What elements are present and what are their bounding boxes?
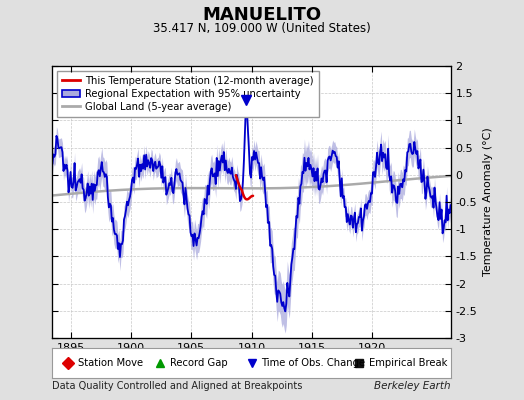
Text: MANUELITO: MANUELITO [202,6,322,24]
Text: Data Quality Controlled and Aligned at Breakpoints: Data Quality Controlled and Aligned at B… [52,381,303,391]
Text: Time of Obs. Change: Time of Obs. Change [261,358,366,368]
Legend: This Temperature Station (12-month average), Regional Expectation with 95% uncer: This Temperature Station (12-month avera… [58,71,319,117]
Text: Berkeley Earth: Berkeley Earth [374,381,451,391]
Text: Record Gap: Record Gap [170,358,227,368]
Text: 35.417 N, 109.000 W (United States): 35.417 N, 109.000 W (United States) [153,22,371,35]
Text: Empirical Break: Empirical Break [369,358,447,368]
Y-axis label: Temperature Anomaly (°C): Temperature Anomaly (°C) [483,128,493,276]
Text: Station Move: Station Move [78,358,144,368]
